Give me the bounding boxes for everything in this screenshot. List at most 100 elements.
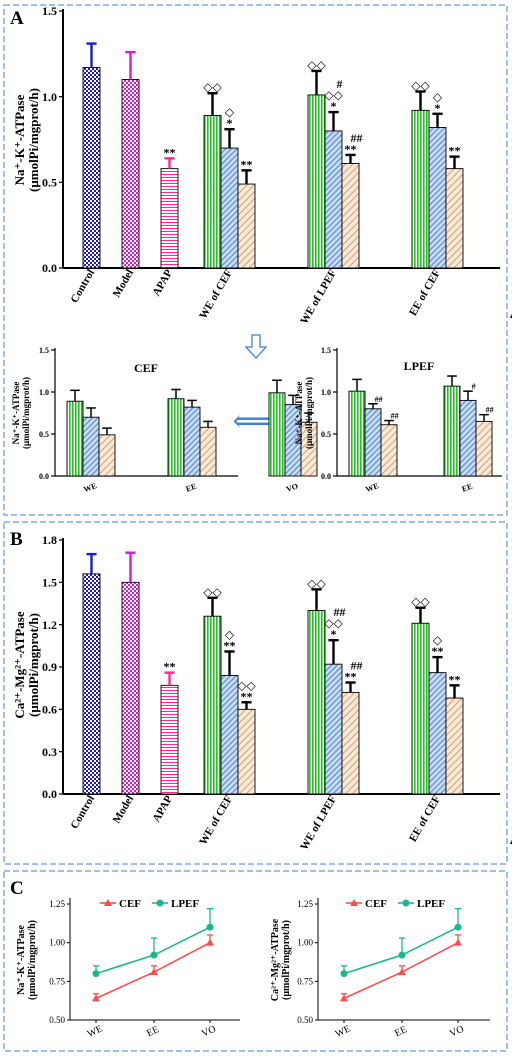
- bar: [160, 684, 179, 795]
- bar: [203, 615, 222, 795]
- y-tick-label: 0.0: [321, 472, 331, 481]
- significance-mark: ◇◇: [324, 616, 343, 630]
- bar: [411, 109, 430, 269]
- y-tick-label: 1.25: [49, 899, 65, 909]
- y-tick-label: 0.6: [42, 703, 57, 717]
- significance-mark: ◇◇: [307, 576, 326, 590]
- y-axis-label: Na⁺-K⁺-ATPase(μmolPi/mgprot/h): [16, 920, 38, 1000]
- y-tick-label: 1.0: [42, 90, 57, 104]
- x-tick-label: VO: [200, 1024, 218, 1040]
- y-axis-label: Na⁺-K⁺-ATPase(μmolPi/mgprot/h): [294, 377, 314, 449]
- y-axis-label: Na⁺-K⁺-ATPase(μmolPi/mgprot/h): [12, 88, 41, 192]
- significance-mark: ◇◇: [324, 88, 343, 102]
- significance-mark: ##: [333, 605, 345, 619]
- y-tick-label: 1.5: [321, 346, 331, 355]
- chart-title: CEF: [134, 361, 158, 375]
- y-tick-label: 0.50: [297, 1015, 313, 1025]
- legend-marker: [350, 899, 358, 906]
- y-tick-label: 0.75: [297, 976, 313, 986]
- bar: [121, 79, 140, 269]
- y-tick-label: 0.0: [39, 472, 49, 481]
- data-point: [150, 951, 158, 959]
- significance-mark: ##: [486, 406, 494, 415]
- y-tick-label: 1.5: [39, 346, 49, 355]
- bar: [428, 672, 447, 795]
- significance-mark: ◇◇: [203, 585, 222, 599]
- bar: [199, 426, 217, 477]
- x-tick-label: Control: [68, 268, 97, 306]
- bar: [220, 675, 239, 795]
- x-tick-label: EE of LPEF: [508, 793, 512, 849]
- x-tick-label: EE of CEF: [407, 267, 443, 318]
- data-point: [340, 970, 348, 978]
- significance-mark: ◇: [433, 633, 443, 647]
- y-axis-label-line: Ca²⁺-Mg²⁺-ATPase: [12, 611, 27, 718]
- x-tick-label: EE: [145, 1024, 161, 1039]
- data-point: [454, 938, 462, 946]
- y-tick-label: 0.0: [42, 261, 57, 275]
- bar: [380, 424, 398, 477]
- data-point: [92, 994, 100, 1002]
- significance-mark: ◇◇: [307, 58, 326, 72]
- y-axis-label-line: (μmolPi/mgprot/h): [26, 88, 41, 192]
- bar: [203, 115, 222, 269]
- bar: [268, 392, 286, 477]
- bar: [445, 697, 464, 795]
- bar: [237, 183, 256, 269]
- y-tick-label: 1.25: [297, 899, 313, 909]
- significance-mark: **: [241, 157, 253, 171]
- x-tick-label: Model: [111, 268, 136, 300]
- x-tick-label: VO: [448, 1024, 466, 1040]
- bar: [121, 581, 140, 795]
- x-tick-label: Model: [111, 794, 136, 826]
- x-tick-label: EE: [461, 482, 474, 494]
- chart-A-LPEF: 0.0 0.5 1.0 1.5 Na⁺-K⁺-ATPase(μmolPi/mgprot/…: [294, 346, 502, 494]
- x-tick-label: EE: [393, 1024, 409, 1039]
- significance-mark: ◇◇: [237, 678, 256, 692]
- significance-mark: *: [435, 101, 441, 115]
- significance-mark: **: [432, 644, 444, 658]
- significance-mark: **: [345, 142, 357, 156]
- bar: [443, 385, 461, 477]
- bar: [66, 400, 84, 477]
- y-axis-label-line: (μmolPi/mgprot/h): [304, 377, 314, 449]
- significance-mark: ##: [350, 131, 362, 145]
- y-tick-label: 0.3: [42, 745, 57, 759]
- data-point: [340, 994, 348, 1002]
- bar: [307, 94, 326, 269]
- significance-mark: #: [336, 77, 342, 91]
- bar: [220, 147, 239, 269]
- y-tick-label: 0.5: [39, 430, 49, 439]
- y-tick-label: 1.2: [42, 618, 57, 632]
- chart-A-CEF: 0.00.51.01.5Na⁺-K⁺-ATPase(μmolPi/mgprot/…: [11, 346, 318, 494]
- chart-C-left: 0.50 0.75 1.00 1.25 Na⁺-K⁺-ATPase(μmolPi/mgp…: [16, 898, 240, 1040]
- bar: [341, 691, 360, 795]
- data-point: [92, 970, 100, 978]
- y-axis-label-line: (μmolPi/mgprot/h): [21, 377, 31, 449]
- y-axis-label-line: (μmolPi/mgprot/h): [281, 920, 292, 1000]
- significance-mark: ◇◇: [203, 80, 222, 94]
- x-tick-label: EE: [185, 482, 198, 494]
- x-tick-label: WE of LPEF: [298, 793, 339, 852]
- y-tick-label: 1.0: [39, 388, 49, 397]
- y-axis-label-line: Na⁺-K⁺-ATPase: [294, 382, 304, 445]
- significance-mark: ◇◇: [411, 595, 430, 609]
- significance-mark: **: [345, 670, 357, 684]
- x-tick-label: WE: [334, 1023, 353, 1040]
- chart-layer: 0.00.51.01.5Na⁺-K⁺-ATPase(μmolPi/mgprot/…: [11, 4, 512, 1040]
- y-axis-label-line: (μmolPi/mgprot/h): [26, 613, 41, 717]
- chart-title: LPEF: [404, 359, 435, 373]
- panel-label-c: C: [10, 878, 24, 899]
- x-tick-label: Control: [68, 794, 97, 832]
- bar: [82, 416, 100, 477]
- legend-label: LPEF: [417, 898, 445, 910]
- y-axis-label-line: Na⁺-K⁺-ATPase: [12, 94, 27, 185]
- y-tick-label: 1.00: [297, 938, 313, 948]
- y-tick-label: 1.00: [49, 938, 65, 948]
- bar: [428, 127, 447, 269]
- y-axis-label: Na⁺-K⁺-ATPase(μmolPi/mgprot/h): [11, 377, 31, 449]
- significance-mark: **: [164, 145, 176, 159]
- significance-mark: **: [224, 638, 236, 652]
- y-tick-label: 0.75: [49, 976, 65, 986]
